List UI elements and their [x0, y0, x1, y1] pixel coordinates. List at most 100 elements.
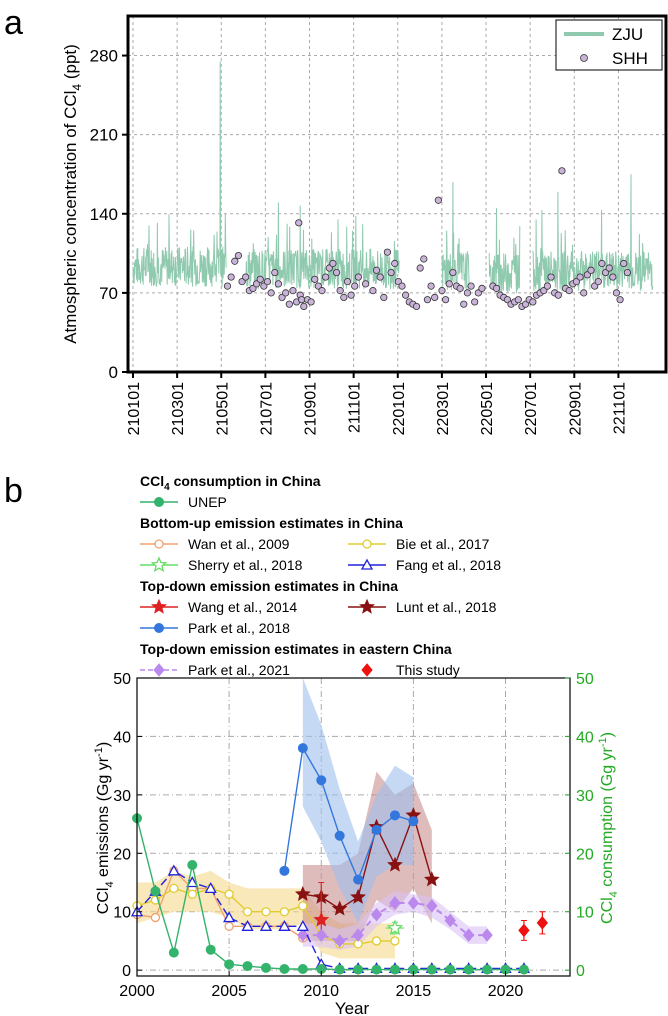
park-et-al-2021-point [463, 928, 475, 942]
shh-point [311, 275, 319, 283]
zju-segment-2 [441, 182, 471, 292]
series-park-et-al-2018 [279, 743, 419, 885]
unep-point [389, 964, 400, 975]
panel-b-left-y-axis-label: CCl4 emissions (Gg yr-1) [93, 742, 116, 914]
right-y-label-sup: -1 [597, 737, 609, 747]
legend-group-title-main: CCl [140, 473, 164, 489]
b-left-tick-label-0: 0 [122, 963, 131, 980]
y-tick-label-140: 140 [90, 205, 118, 224]
panel-a-y-axis-label: Atmospheric concentration of CCl4 (ppt) [61, 44, 84, 344]
shh-point [351, 282, 359, 290]
panel-a-y-label-tail: (ppt) [61, 44, 80, 84]
unep-point [150, 886, 161, 897]
unep-point [371, 964, 382, 975]
shh-series [223, 167, 631, 311]
shh-point [609, 273, 617, 281]
shh-point [449, 268, 457, 277]
shh-point [463, 289, 472, 297]
park-et-al-2021-point [389, 896, 401, 910]
unep-point [463, 964, 474, 975]
shh-point [565, 287, 573, 295]
shh-point [256, 275, 264, 283]
b-left-tick-label-40: 40 [113, 729, 131, 746]
b-right-tick-label-0: 0 [576, 963, 585, 980]
shh-point [623, 268, 631, 277]
legend-shh-label: SHH [612, 49, 648, 68]
b-right-tick-label-50: 50 [576, 671, 594, 688]
b-right-tick-label-20: 20 [576, 846, 594, 863]
legend-group-title-main: Top-down emission estimates in eastern C… [140, 641, 452, 657]
shh-point [343, 277, 352, 286]
legend-label-fang-et-al-2018: Fang et al., 2018 [396, 557, 501, 573]
unep-point [353, 964, 364, 975]
bie-et-al-2017-point [279, 907, 290, 917]
legend-group-title-main: Bottom-up emission estimates in China [140, 515, 403, 531]
unep-point [205, 944, 216, 955]
legend-swatch-marker-wan-et-al-2009 [154, 539, 164, 549]
bie-et-al-2017-point [390, 936, 400, 946]
left-y-label-sup: -1 [93, 747, 105, 757]
legend-swatch-marker-lunt-et-al-2018 [359, 598, 375, 614]
shh-point [271, 268, 279, 277]
legend-swatch-marker-park-et-al-2018 [154, 623, 164, 633]
x-tick-label-221101: 221101 [611, 382, 628, 434]
y-tick-label-70: 70 [99, 284, 118, 303]
x-tick-label-220701: 220701 [523, 382, 540, 435]
fang-et-al-2018-point [259, 919, 273, 931]
shh-point [420, 255, 428, 263]
legend-label-unep: UNEP [188, 494, 227, 510]
legend-swatch-marker-bie-et-al-2017 [362, 539, 372, 549]
bie-et-al-2017-point [224, 889, 234, 899]
legend-label-park-et-al-2021: Park et al., 2021 [188, 662, 290, 678]
shh-point [231, 257, 239, 265]
shh-point [605, 264, 613, 272]
zju-segment-4 [532, 174, 654, 292]
legend-label-sherry-et-al-2018: Sherry et al., 2018 [188, 557, 303, 573]
b-right-tick-label-40: 40 [576, 729, 594, 746]
b-left-tick-label-30: 30 [113, 788, 131, 805]
shh-point [227, 273, 235, 281]
zju-segment-1 [243, 202, 400, 291]
unep-point [297, 963, 308, 974]
shh-point [431, 293, 439, 302]
unep-point [224, 959, 235, 970]
bie-et-al-2017-point [169, 883, 179, 894]
series-this-study [518, 911, 549, 941]
shh-point [354, 273, 362, 281]
fang-et-al-2018-point [186, 876, 199, 888]
unep-point [168, 947, 179, 958]
panel-b-frame [136, 677, 571, 977]
left-y-label-close: ) [95, 742, 112, 747]
shh-point [329, 259, 337, 268]
legend-group-title-main: Top-down emission estimates in China [140, 578, 398, 594]
shh-point [223, 282, 232, 290]
bie-et-al-2017-point [298, 901, 308, 911]
this-study-point [536, 916, 549, 930]
legend-label-wang-et-al-2014: Wang et al., 2014 [188, 599, 297, 615]
b-left-tick-label-20: 20 [113, 846, 131, 863]
shh-point [295, 219, 303, 227]
b-x-tick-label-2015: 2015 [396, 983, 432, 1000]
park-et-al-2021-point [444, 913, 456, 928]
park-et-al-2021-point [352, 928, 364, 942]
park-et-al-2018-point [316, 775, 327, 786]
legend-label-park-et-al-2018: Park et al., 2018 [188, 620, 290, 636]
shh-point [442, 296, 450, 304]
unep-point [242, 961, 253, 972]
left-y-label-sub: 4 [104, 881, 116, 887]
zju-series [132, 61, 654, 294]
shh-point [234, 251, 243, 260]
x-tick-label-210901: 210901 [303, 382, 320, 435]
legend-swatch-marker-unep [154, 497, 164, 507]
shh-point [376, 273, 384, 281]
shh-point [332, 268, 341, 277]
unep-point [187, 859, 198, 870]
shh-point [612, 289, 621, 297]
wang-et-al-2014-point [313, 911, 330, 927]
fang-et-al-2018-point [167, 864, 180, 876]
shh-point [576, 273, 584, 281]
park-et-al-2018-point [371, 824, 382, 835]
